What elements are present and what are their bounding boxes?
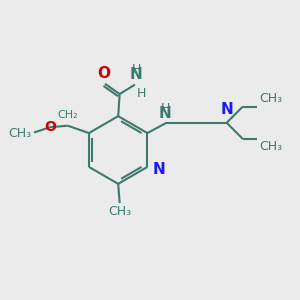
Text: CH₃: CH₃: [259, 140, 282, 153]
Text: O: O: [97, 66, 110, 81]
Text: H: H: [132, 63, 141, 76]
Text: O: O: [44, 120, 56, 134]
Text: N: N: [220, 103, 233, 118]
Text: H: H: [160, 101, 170, 115]
Text: CH₃: CH₃: [259, 92, 282, 105]
Text: H: H: [136, 87, 146, 100]
Text: N: N: [130, 67, 143, 82]
Text: N: N: [159, 106, 171, 121]
Text: CH₃: CH₃: [9, 128, 32, 140]
Text: N: N: [153, 162, 165, 177]
Text: CH₂: CH₂: [58, 110, 78, 120]
Text: CH₃: CH₃: [108, 206, 131, 218]
